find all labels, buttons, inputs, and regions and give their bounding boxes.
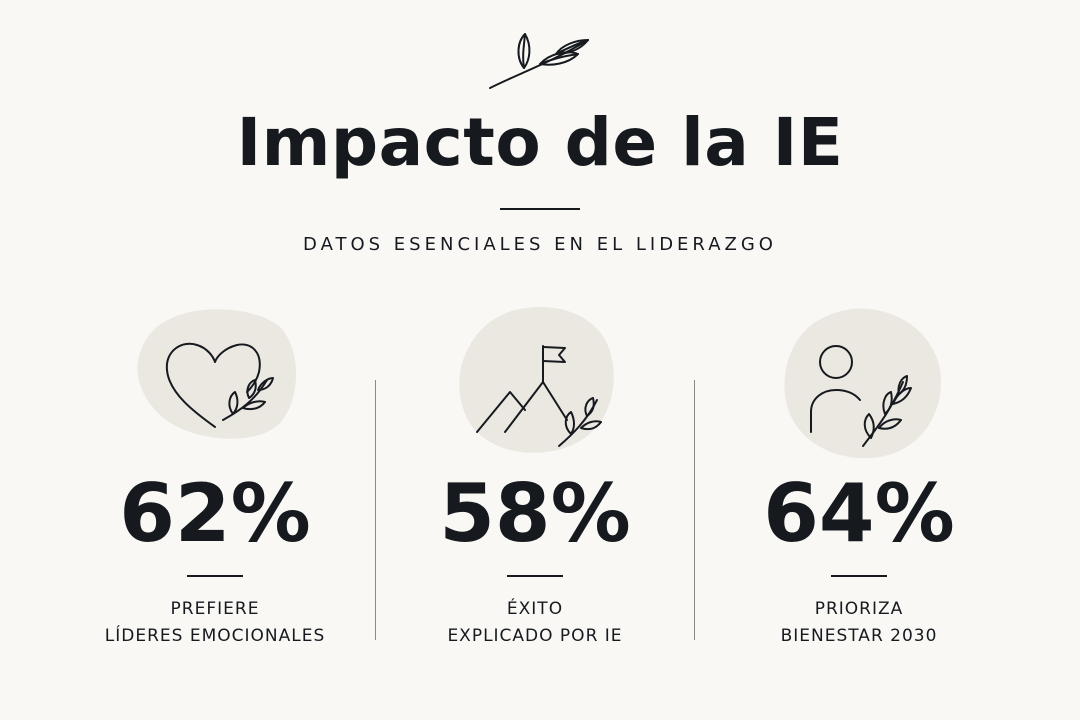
title-underline bbox=[500, 208, 580, 210]
leaf-sprig-icon bbox=[489, 33, 589, 89]
stat-label-line2: LÍDERES EMOCIONALES bbox=[104, 626, 326, 646]
stat-card-success: 58% ÉXITO EXPLICADO POR IE bbox=[415, 305, 715, 655]
stat-label-line2: BIENESTAR 2030 bbox=[780, 626, 938, 646]
page-title: Impacto de la IE bbox=[236, 104, 844, 181]
stat-underline bbox=[831, 575, 887, 577]
person-with-leaves-icon bbox=[810, 345, 912, 447]
stat-value: 64% bbox=[763, 467, 955, 560]
page-subtitle: DATOS ESENCIALES EN EL LIDERAZGO bbox=[303, 234, 777, 255]
icon-backdrop bbox=[784, 308, 941, 459]
stat-label-line1: ÉXITO bbox=[506, 599, 564, 619]
stat-label: ÉXITO EXPLICADO POR IE bbox=[415, 596, 655, 650]
stat-card-wellbeing: 64% PRIORIZA BIENESTAR 2030 bbox=[739, 305, 1039, 655]
column-divider-left bbox=[375, 380, 376, 640]
stat-label: PRIORIZA BIENESTAR 2030 bbox=[739, 596, 979, 650]
column-divider-right bbox=[694, 380, 695, 640]
icon-backdrop bbox=[459, 306, 614, 453]
stat-label-line2: EXPLICADO POR IE bbox=[447, 626, 623, 646]
stat-label: PREFIERE LÍDERES EMOCIONALES bbox=[95, 596, 335, 650]
stat-underline bbox=[507, 575, 563, 577]
icon-backdrop bbox=[137, 309, 297, 439]
stat-underline bbox=[187, 575, 243, 577]
heart-with-leaves-icon bbox=[165, 342, 274, 428]
stat-label-line1: PREFIERE bbox=[170, 599, 260, 619]
stat-value: 62% bbox=[119, 467, 311, 560]
stat-card-leaders: 62% PREFIERE LÍDERES EMOCIONALES bbox=[95, 305, 395, 655]
stat-label-line1: PRIORIZA bbox=[814, 599, 904, 619]
stat-value: 58% bbox=[439, 467, 631, 560]
mountain-flag-icon bbox=[476, 345, 602, 447]
